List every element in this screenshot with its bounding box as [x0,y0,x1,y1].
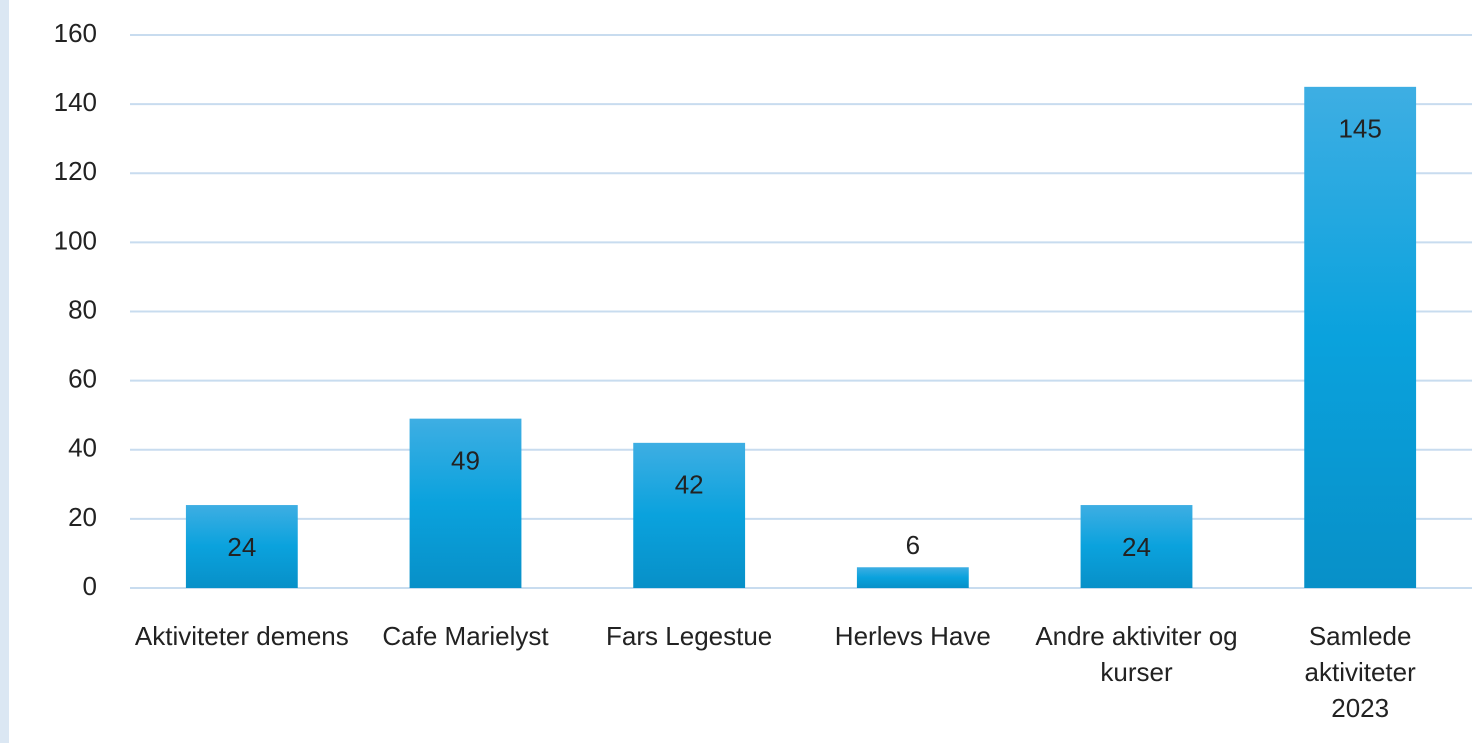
x-tick-label: Cafe Marielyst [382,621,549,651]
data-label: 42 [675,470,704,500]
x-tick-label: Andre aktiviter og kurser [1035,621,1238,687]
y-tick-label: 160 [54,18,97,48]
data-label: 24 [227,532,256,562]
data-label: 6 [906,530,920,560]
data-label: 24 [1122,532,1151,562]
left-border [0,0,9,743]
y-tick-label: 40 [68,433,97,463]
bar [1080,505,1193,588]
y-tick-label: 60 [68,364,97,394]
bar [856,567,969,588]
y-tick-label: 0 [83,571,97,601]
y-tick-label: 140 [54,87,97,117]
data-label: 145 [1338,114,1381,144]
y-tick-label: 100 [54,225,97,255]
y-tick-label: 20 [68,502,97,532]
bar [1304,86,1417,588]
y-tick-label: 120 [54,156,97,186]
y-tick-label: 80 [68,294,97,324]
bar [185,505,298,588]
bar [633,442,746,588]
x-tick-label: Fars Legestue [606,621,773,651]
bar [409,418,522,588]
x-tick-label: Samlede aktiviteter 2023 [1304,621,1416,723]
data-label: 49 [451,446,480,476]
x-tick-label: Herlevs Have [834,621,991,651]
x-tick-label: Aktiviteter demens [134,621,349,651]
